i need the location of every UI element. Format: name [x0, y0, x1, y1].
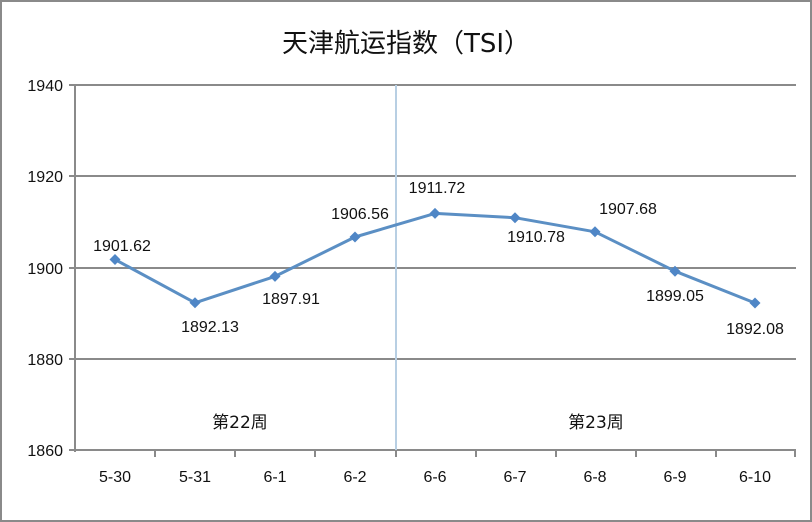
x-tick-label: 6-9: [663, 469, 686, 486]
data-point-marker: [749, 297, 761, 309]
tsi-series-markers: [109, 207, 761, 309]
y-gridlines: [69, 84, 796, 360]
x-tick-label: 5-30: [99, 469, 131, 486]
data-label: 1892.13: [181, 319, 239, 336]
data-point-marker: [269, 270, 281, 282]
data-label: 1899.05: [646, 288, 704, 305]
data-label: 1906.56: [331, 206, 389, 223]
data-label: 1911.72: [409, 180, 466, 197]
y-tick-label: 1900: [27, 261, 63, 278]
data-point-marker: [589, 226, 601, 238]
data-label: 1901.62: [93, 238, 151, 255]
x-tick-label: 6-2: [343, 469, 366, 486]
data-label: 1907.68: [599, 201, 657, 218]
y-tick-label: 1860: [27, 443, 63, 460]
data-label: 1910.78: [507, 229, 565, 246]
x-tick-label: 6-6: [423, 469, 446, 486]
data-point-marker: [429, 207, 441, 219]
x-tick-label: 5-31: [179, 469, 211, 486]
chart-title: 天津航运指数（TSI）: [282, 29, 530, 59]
y-tick-label: 1920: [27, 169, 63, 186]
x-tick-label: 6-8: [583, 469, 606, 486]
week-23-label: 第23周: [568, 413, 624, 433]
data-label: 1892.08: [726, 321, 784, 338]
data-point-marker: [189, 297, 201, 309]
data-labels: 1901.62 1892.13 1897.91 1906.56 1911.72 …: [93, 180, 784, 338]
data-point-marker: [669, 265, 681, 277]
data-point-marker: [509, 212, 521, 224]
y-tick-label: 1940: [27, 78, 63, 95]
data-label: 1897.91: [262, 291, 320, 308]
data-point-marker: [109, 254, 121, 265]
x-tick-label: 6-10: [739, 469, 771, 486]
week-22-label: 第22周: [212, 413, 268, 433]
y-tick-label: 1880: [27, 352, 63, 369]
x-tick-label: 6-7: [503, 469, 526, 486]
x-tick-label: 6-1: [263, 469, 286, 486]
y-tick-labels: 1940 1920 1900 1880 1860: [27, 78, 63, 460]
data-point-marker: [349, 231, 361, 243]
x-ticks: [154, 450, 796, 457]
x-tick-labels: 5-30 5-31 6-1 6-2 6-6 6-7 6-8 6-9 6-10: [99, 469, 771, 486]
